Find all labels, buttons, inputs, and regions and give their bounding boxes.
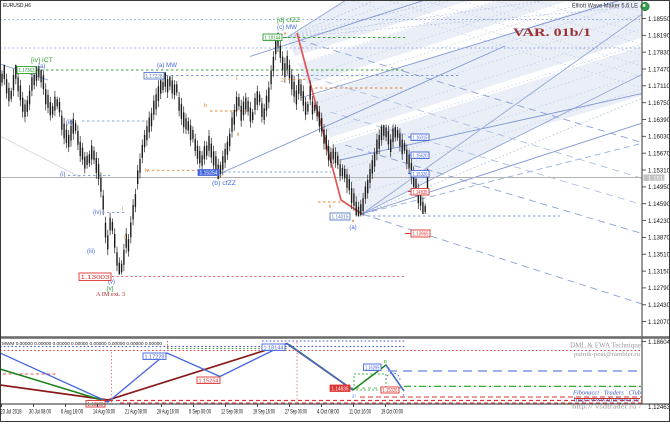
- svg-text:1.15026: 1.15026: [383, 388, 398, 394]
- svg-text:B: B: [384, 359, 387, 364]
- svg-text:Elliott Wave Maker 5.6 LE: Elliott Wave Maker 5.6 LE: [572, 4, 638, 10]
- svg-text:(iv): (iv): [93, 210, 101, 216]
- svg-text:1.13003: 1.13003: [81, 275, 110, 281]
- svg-text:(iii): (iii): [87, 249, 95, 255]
- svg-text:ii: ii: [237, 132, 239, 138]
- svg-text:MWM 0.00000 0.00000 0.00000 0.: MWM 0.00000 0.00000 0.00000 0.00000 0.00…: [2, 341, 162, 347]
- svg-text:1.16295: 1.16295: [365, 365, 380, 371]
- svg-text:ii: ii: [329, 204, 331, 210]
- svg-text:1.13510: 1.13510: [648, 252, 670, 259]
- svg-text:1.14950: 1.14950: [648, 184, 670, 191]
- svg-text:19 Sep 16:00: 19 Sep 16:00: [253, 410, 275, 416]
- svg-text:(i): (i): [60, 172, 65, 178]
- svg-text:1.13870: 1.13870: [648, 235, 670, 242]
- svg-text:▼: ▼: [283, 31, 287, 36]
- svg-text:ii: ii: [124, 235, 126, 241]
- svg-text:EURUSD,H6: EURUSD,H6: [3, 3, 31, 9]
- svg-text:19 Oct 00:00: 19 Oct 00:00: [381, 410, 403, 416]
- svg-text:1.15670: 1.15670: [648, 151, 670, 158]
- svg-text:1.12790: 1.12790: [648, 285, 670, 292]
- svg-text:1.14015: 1.14015: [332, 215, 349, 221]
- svg-text:1.15254: 1.15254: [200, 171, 218, 177]
- svg-text:(a) MW: (a) MW: [157, 63, 177, 69]
- svg-text:21 Aug 08:00: 21 Aug 08:00: [125, 410, 147, 416]
- svg-text:(b) cfZZ: (b) cfZZ: [212, 181, 236, 187]
- svg-text:1.13965: 1.13965: [413, 232, 429, 238]
- svg-text:1.15254: 1.15254: [199, 378, 219, 384]
- svg-text:1.12463: 1.12463: [648, 404, 670, 411]
- svg-text:1.15134: 1.15134: [648, 175, 670, 182]
- svg-text:1.17830: 1.17830: [648, 49, 670, 56]
- svg-text:11 Oct 16:00: 11 Oct 16:00: [349, 410, 371, 416]
- svg-text:1.17363: 1.17363: [19, 68, 35, 74]
- svg-text:1.16390: 1.16390: [648, 117, 670, 124]
- svg-text:1.18190: 1.18190: [648, 33, 670, 40]
- svg-text:putnik-post@rambler.ru: putnik-post@rambler.ru: [574, 351, 641, 358]
- svg-text:6 Aug 16:00: 6 Aug 16:00: [61, 410, 83, 416]
- svg-text:1.16750: 1.16750: [648, 100, 670, 107]
- svg-text:1.15310: 1.15310: [648, 167, 670, 174]
- svg-text:(c) MW: (c) MW: [277, 25, 297, 31]
- svg-text:1.18144: 1.18144: [264, 345, 284, 351]
- svg-text:14 Aug 00:00: 14 Aug 00:00: [93, 410, 115, 416]
- svg-text:4 Oct 08:00: 4 Oct 08:00: [317, 410, 339, 416]
- svg-text:▼: ▼: [351, 219, 355, 224]
- svg-text:1.17228: 1.17228: [146, 74, 163, 80]
- svg-text:1.15326: 1.15326: [413, 172, 428, 178]
- svg-text:1.13060: 1.13060: [88, 402, 104, 408]
- svg-text:1.17470: 1.17470: [648, 66, 670, 73]
- svg-text:1.14230: 1.14230: [648, 218, 670, 225]
- svg-text:23 Jul 2018: 23 Jul 2018: [1, 410, 22, 416]
- svg-text:1.14835: 1.14835: [413, 190, 428, 196]
- svg-text:[d] cfZZ: [d] cfZZ: [277, 18, 300, 24]
- svg-text:i: i: [236, 76, 237, 82]
- svg-text:(a): (a): [38, 64, 45, 70]
- svg-text:1.16030: 1.16030: [648, 134, 670, 141]
- svg-text:5 Sep 00:00: 5 Sep 00:00: [189, 410, 211, 416]
- svg-text:1.17228: 1.17228: [145, 354, 165, 360]
- svg-text:DML & EWA Technique: DML & EWA Technique: [570, 342, 641, 350]
- svg-text:2¹: 2¹: [281, 78, 286, 84]
- svg-text:1.18604: 1.18604: [648, 339, 670, 346]
- svg-text:2¹: 2¹: [352, 394, 356, 399]
- svg-text:30 Jul 08:00: 30 Jul 08:00: [29, 410, 51, 416]
- svg-text:1.15620: 1.15620: [413, 153, 428, 159]
- svg-text:(a): (a): [349, 225, 356, 231]
- svg-text:27 Sep 00:00: 27 Sep 00:00: [285, 410, 307, 416]
- svg-text:1.18550: 1.18550: [648, 16, 670, 23]
- svg-text:1.16015: 1.16015: [413, 135, 428, 141]
- svg-text:http://www.dml-ewa.ru: http://www.dml-ewa.ru: [574, 396, 640, 403]
- svg-text:1.12070: 1.12070: [648, 319, 670, 326]
- svg-text:c: c: [219, 174, 222, 180]
- svg-text:1.14590: 1.14590: [648, 201, 670, 208]
- svg-text:i: i: [122, 206, 123, 212]
- svg-text:(ii): (ii): [66, 120, 73, 126]
- svg-text:1.14835: 1.14835: [332, 386, 349, 392]
- svg-text:1.17110: 1.17110: [648, 83, 670, 90]
- svg-text:VAR. 01b/1: VAR. 01b/1: [513, 27, 591, 39]
- svg-text:1.13150: 1.13150: [648, 268, 670, 275]
- svg-text:12 Sep 08:00: 12 Sep 08:00: [221, 410, 243, 416]
- svg-text:iv: iv: [145, 168, 149, 174]
- svg-text:1.12430: 1.12430: [648, 302, 670, 309]
- svg-text:1.18144: 1.18144: [265, 35, 281, 41]
- svg-text:28 Aug 16:00: 28 Aug 16:00: [157, 410, 179, 416]
- svg-text:b: b: [204, 103, 207, 109]
- svg-text:A IM ext. 3: A IM ext. 3: [96, 291, 125, 298]
